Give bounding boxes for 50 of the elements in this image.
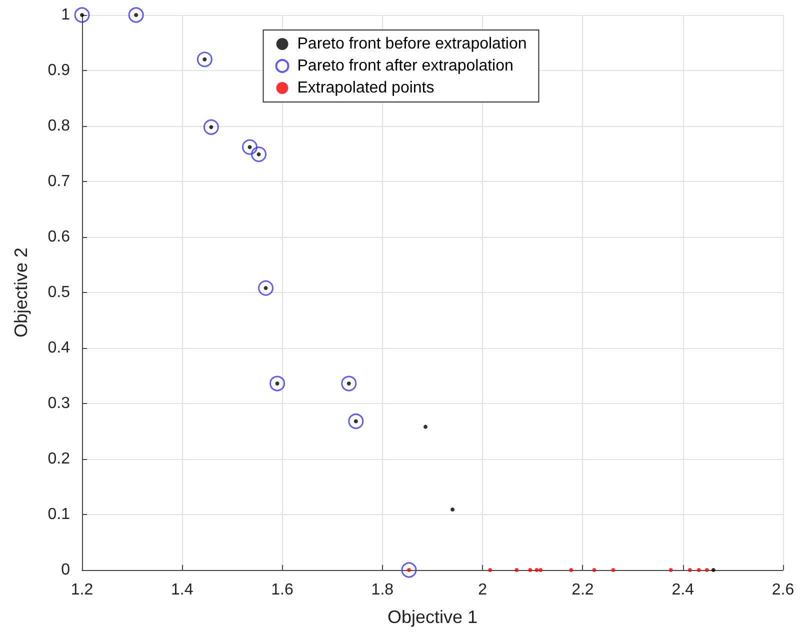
- y-tick-label: 1: [61, 6, 70, 24]
- point: [696, 568, 701, 572]
- y-tick-label: 0: [61, 562, 70, 578]
- point: [203, 119, 219, 135]
- y-tick-label: 0.7: [48, 173, 70, 190]
- x-tick-label: 1.6: [271, 582, 294, 598]
- point: [401, 562, 417, 578]
- point: [242, 139, 258, 155]
- point: [668, 568, 673, 572]
- point: [534, 568, 539, 572]
- x-tick-label: 2.4: [672, 582, 694, 598]
- legend-label: Pareto front after extrapolation: [297, 58, 514, 74]
- y-tick-label: 0.1: [48, 506, 70, 523]
- x-tick-label: 2.6: [772, 582, 794, 598]
- point: [348, 414, 364, 430]
- point: [569, 568, 574, 572]
- y-tick-label: 0.2: [48, 450, 70, 468]
- point: [258, 280, 274, 296]
- y-tick-label: 0.8: [48, 118, 70, 134]
- point: [704, 568, 709, 572]
- legend-label: Extrapolated points: [297, 80, 434, 96]
- point: [611, 568, 616, 572]
- point: [423, 424, 428, 429]
- point: [514, 568, 519, 572]
- point: [528, 568, 532, 572]
- y-tick-label: 0.4: [48, 340, 70, 356]
- point: [592, 568, 596, 572]
- legend-label: Pareto front before extrapolation: [297, 36, 527, 52]
- x-tick-label: 1.8: [371, 582, 394, 598]
- point: [74, 7, 90, 23]
- y-axis-title: Objective 2: [11, 247, 31, 338]
- x-tick-label: 1.4: [171, 582, 194, 598]
- y-tick-label: 0.3: [48, 395, 70, 412]
- point: [251, 146, 266, 162]
- point: [488, 568, 492, 572]
- x-tick-label: 1.2: [70, 582, 94, 598]
- y-tick-label: 0.5: [48, 284, 70, 301]
- point: [538, 568, 543, 572]
- x-axis-title: Objective 1: [387, 607, 478, 627]
- point: [341, 376, 357, 392]
- point: [450, 508, 455, 512]
- point: [688, 568, 692, 572]
- point: [711, 568, 716, 572]
- y-tick-label: 0.9: [48, 62, 70, 79]
- x-tick-label: 2.2: [572, 582, 594, 598]
- x-tick-label: 2: [478, 582, 488, 598]
- point: [196, 52, 212, 68]
- point: [270, 376, 286, 392]
- y-tick-label: 0.6: [48, 228, 70, 246]
- point: [128, 7, 144, 23]
